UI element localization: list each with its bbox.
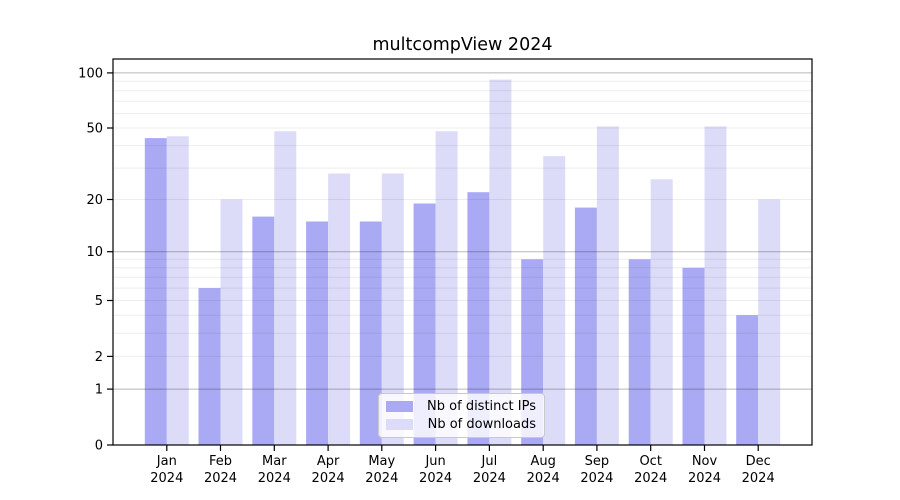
chart-legend: Nb of distinct IPs Nb of downloads (378, 393, 545, 438)
y-tick-label: 1 (95, 383, 103, 398)
x-tick-label-month: Oct (639, 454, 661, 469)
bar-downloads (489, 79, 512, 445)
x-tick-label-month: Apr (317, 454, 340, 469)
y-tick-label: 5 (95, 294, 103, 309)
x-tick-label-year: 2024 (258, 471, 291, 486)
bar-downloads (543, 156, 566, 445)
x-tick-label-year: 2024 (150, 471, 183, 486)
bar-distinct-ips (306, 221, 329, 445)
bar-distinct-ips (574, 207, 597, 445)
bar-downloads (328, 173, 351, 445)
x-tick-label-year: 2024 (634, 471, 667, 486)
legend-swatch-downloads (386, 419, 413, 430)
x-tick-label-month: Jan (156, 454, 177, 469)
y-tick-label: 100 (78, 66, 103, 81)
x-tick-label-year: 2024 (742, 471, 775, 486)
x-tick-label-year: 2024 (312, 471, 345, 486)
bar-downloads (596, 126, 619, 446)
x-tick-label-year: 2024 (527, 471, 560, 486)
x-tick-label-month: May (368, 454, 395, 469)
legend-label-distinct-ips: Nb of distinct IPs (427, 399, 536, 414)
bar-downloads (704, 126, 727, 446)
legend-label-downloads: Nb of downloads (427, 417, 536, 432)
x-tick-label-month: Jun (424, 454, 445, 469)
chart-title: multcompView 2024 (372, 35, 553, 55)
legend-swatch-distinct-ips (386, 401, 413, 412)
x-tick-label-year: 2024 (473, 471, 506, 486)
legend-item-downloads: Nb of downloads (386, 417, 536, 432)
bar-distinct-ips (144, 138, 167, 445)
bar-distinct-ips (359, 221, 382, 445)
x-tick-label-year: 2024 (204, 471, 237, 486)
x-tick-label-month: Nov (692, 454, 718, 469)
x-tick-label-year: 2024 (688, 471, 721, 486)
bar-downloads (435, 131, 458, 445)
bar-downloads (220, 199, 243, 445)
bar-downloads (381, 173, 404, 445)
x-tick-label-year: 2024 (419, 471, 452, 486)
y-tick-label: 20 (86, 193, 103, 208)
bar-downloads (166, 136, 189, 446)
x-tick-label-month: Aug (531, 454, 556, 469)
legend-item-distinct-ips: Nb of distinct IPs (386, 399, 536, 414)
y-tick-label: 0 (95, 439, 103, 454)
bar-distinct-ips (467, 192, 490, 445)
y-tick-label: 2 (95, 350, 103, 365)
bar-downloads (274, 131, 297, 445)
x-tick-label-month: Mar (262, 454, 287, 469)
x-tick-label-year: 2024 (580, 471, 613, 486)
x-tick-label-month: Feb (209, 454, 232, 469)
y-tick-label: 50 (86, 122, 103, 137)
x-tick-label-month: Sep (585, 454, 610, 469)
bar-downloads (758, 199, 781, 445)
bar-distinct-ips (198, 288, 221, 445)
y-tick-label: 10 (86, 245, 103, 260)
bar-distinct-ips (413, 203, 436, 445)
bar-distinct-ips (252, 216, 275, 445)
x-tick-label-month: Jul (481, 454, 498, 469)
bar-distinct-ips (628, 259, 651, 445)
bar-distinct-ips (682, 267, 705, 445)
x-tick-label-year: 2024 (365, 471, 398, 486)
bar-distinct-ips (736, 315, 759, 445)
bar-downloads (650, 179, 673, 446)
x-tick-label-month: Dec (746, 454, 771, 469)
